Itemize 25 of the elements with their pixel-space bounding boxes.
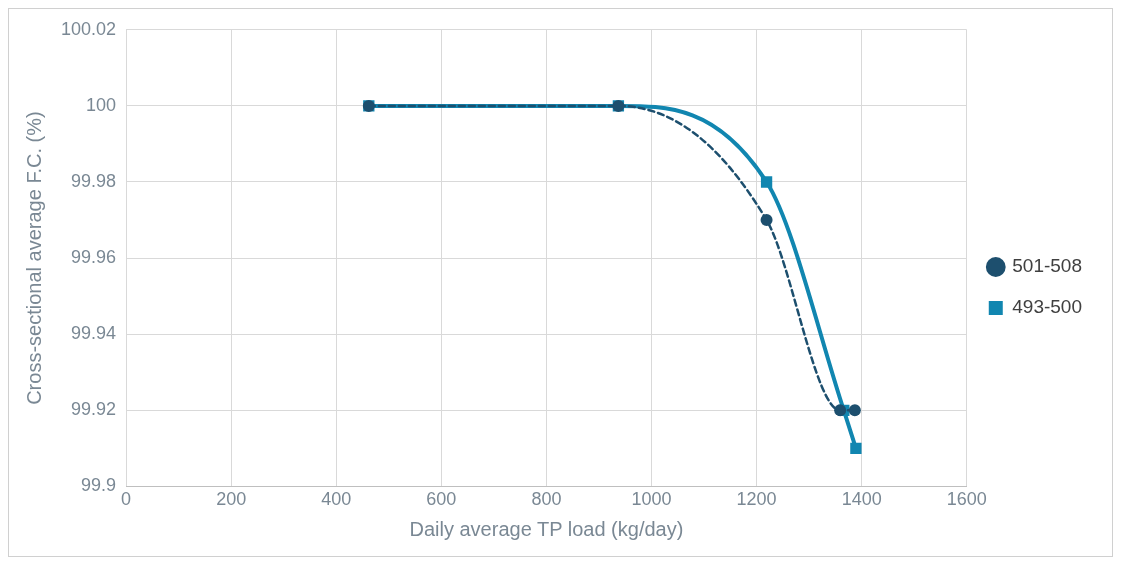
legend-label: 501-508 <box>1012 255 1083 277</box>
x-tick-label: 1400 <box>841 489 882 510</box>
x-tick-label: 1200 <box>736 489 777 510</box>
y-tick-label: 99.92 <box>71 399 117 420</box>
x-tick-label: 1000 <box>631 489 672 510</box>
x-tick-label: 600 <box>426 489 457 510</box>
x-tick-label: 200 <box>216 489 247 510</box>
point <box>850 442 862 455</box>
y-tick-label: 99.9 <box>81 475 117 496</box>
legend-label: 493-500 <box>1012 296 1083 318</box>
x-axis-title: Daily average TP load (kg/day) <box>409 517 684 540</box>
y-tick-label: 100.02 <box>60 18 117 39</box>
y-tick-label: 99.96 <box>71 247 117 268</box>
x-tick-label: 0 <box>121 489 132 510</box>
x-tick-label: 800 <box>531 489 562 510</box>
point <box>760 214 773 227</box>
y-axis-title: Cross-sectional average F.C. (%) <box>22 111 45 405</box>
point <box>834 404 847 417</box>
x-tick-label: 400 <box>321 489 352 510</box>
y-tick-label: 100 <box>86 94 117 115</box>
point <box>848 404 861 417</box>
y-tick-label: 99.94 <box>71 323 117 344</box>
x-tick-label: 1600 <box>946 489 987 510</box>
y-tick-label: 99.98 <box>71 170 117 191</box>
point <box>760 176 773 188</box>
